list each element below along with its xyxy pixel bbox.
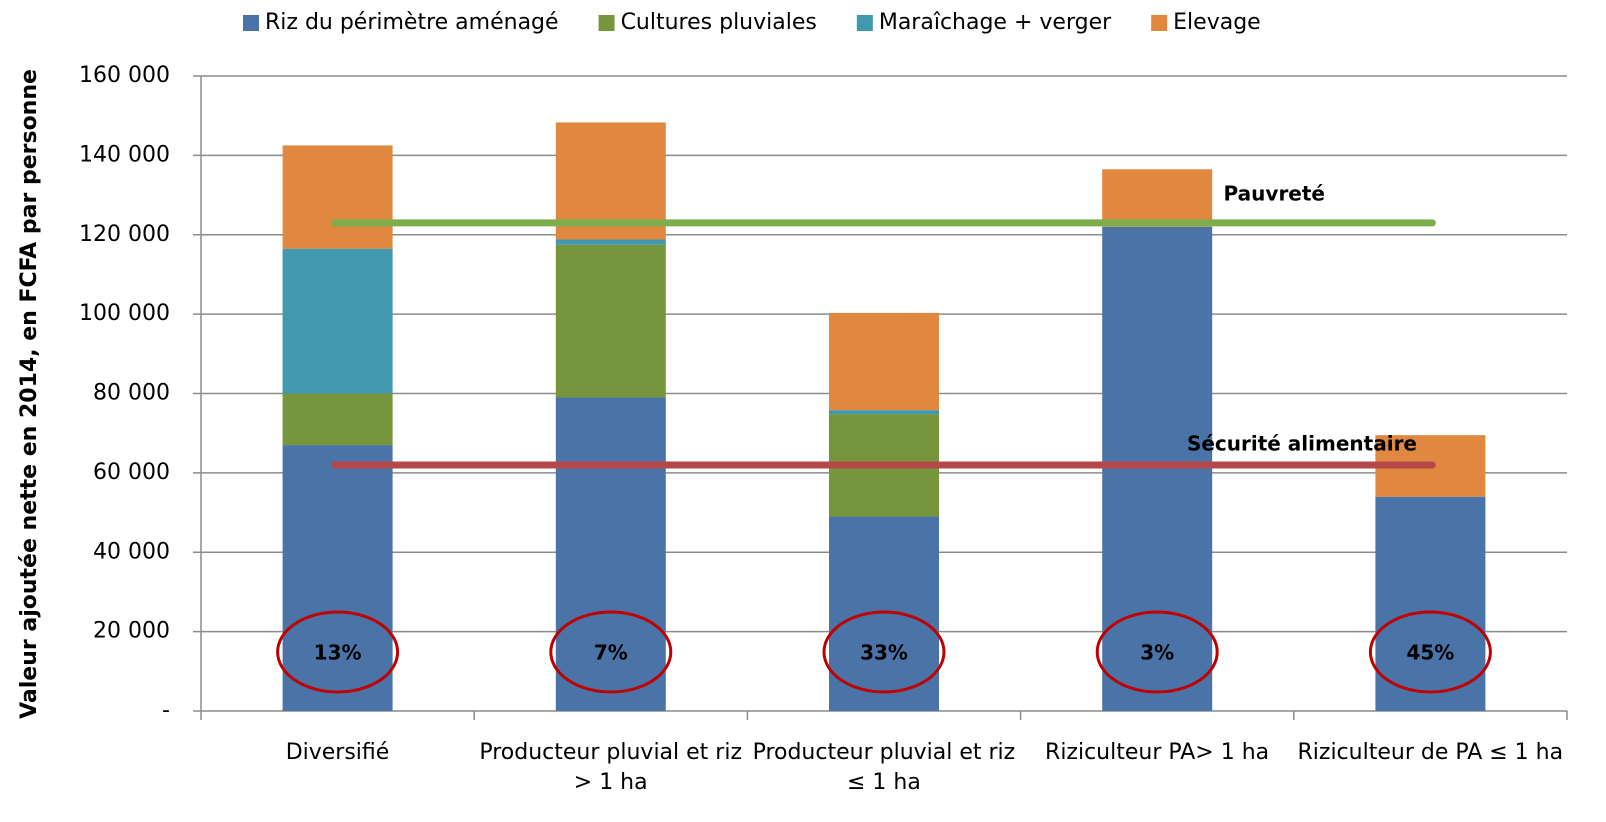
y-tick-label: -: [162, 698, 170, 723]
legend-swatch: [598, 15, 615, 31]
bar-segment: [555, 397, 666, 711]
bar-segment: [1102, 226, 1213, 711]
share-label: 3%: [1140, 641, 1174, 665]
y-tick-label: 80 000: [93, 381, 170, 406]
legend-label: Elevage: [1173, 10, 1261, 35]
share-ellipse: [1368, 610, 1492, 694]
reference-label: Pauvreté: [1224, 181, 1325, 205]
y-tick-label: 100 000: [79, 301, 170, 326]
bar-segment: [555, 244, 666, 398]
share-ellipse: [1095, 610, 1219, 694]
bar-segment: [282, 393, 393, 446]
legend-label: Cultures pluviales: [621, 10, 817, 35]
bar-segment: [829, 410, 939, 415]
bar-segment: [282, 248, 393, 394]
y-tick-label: 60 000: [93, 460, 170, 485]
bar-segment: [1375, 496, 1486, 711]
x-tick-label: Riziculteur de PA ≤ 1 ha: [1297, 740, 1564, 765]
share-label: 45%: [1406, 641, 1454, 665]
legend-label: Riz du périmètre aménagé: [265, 10, 559, 35]
x-tick-label: Riziculteur PA> 1 ha: [1045, 740, 1270, 765]
y-tick-label: 40 000: [93, 539, 170, 564]
y-tick-label: 140 000: [79, 142, 170, 167]
share-label: 7%: [594, 641, 628, 665]
bar-segment: [555, 239, 666, 245]
y-axis-label: Valeur ajoutée nette en 2014, en FCFA pa…: [17, 69, 42, 719]
share-label: 13%: [314, 641, 362, 665]
share-ellipse: [549, 610, 673, 694]
bar-segment: [282, 445, 393, 711]
legend-swatch: [856, 15, 873, 31]
x-tick-label: Producteur pluvial et riz ≤ 1 ha: [752, 740, 1016, 795]
share-ellipse: [822, 610, 946, 694]
share-label: 33%: [860, 641, 908, 665]
x-tick-label: Producteur pluvial et riz > 1 ha: [479, 740, 743, 795]
share-ellipse: [276, 610, 400, 694]
y-tick-label: 120 000: [79, 222, 170, 247]
bar-segment: [282, 145, 393, 249]
x-tick-label: Diversifié: [285, 740, 390, 765]
bar-segment: [1102, 169, 1213, 227]
bar-segment: [829, 516, 939, 711]
reference-label: Sécurité alimentaire: [1187, 431, 1417, 455]
legend-label: Maraîchage + verger: [879, 10, 1112, 35]
bar-segment: [829, 312, 939, 411]
legend-swatch: [1151, 15, 1168, 31]
legend-swatch: [243, 15, 259, 31]
y-tick-label: 160 000: [79, 63, 170, 88]
y-tick-label: 20 000: [93, 619, 170, 644]
